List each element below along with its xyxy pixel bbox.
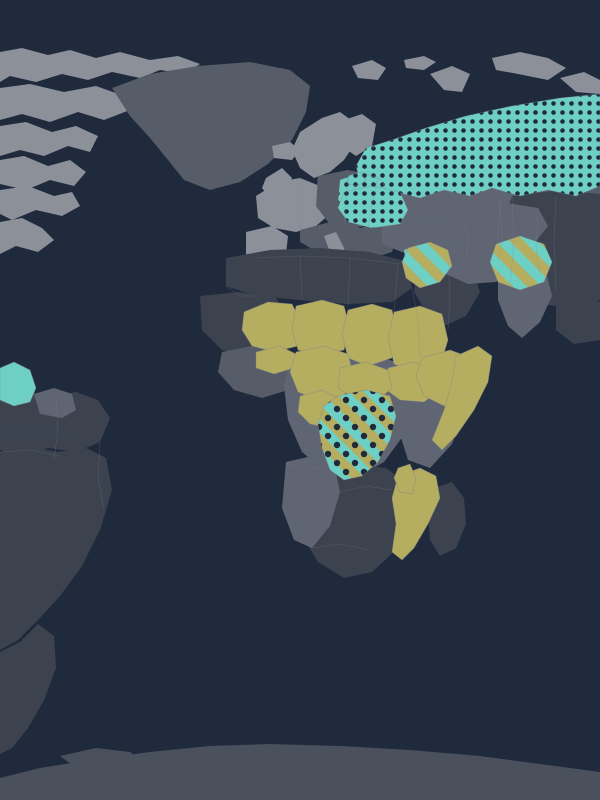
region-chad (341, 303, 399, 367)
country-borders-layer (0, 169, 557, 551)
land-canada-mass (0, 186, 80, 220)
region-afghanistan (489, 235, 553, 291)
highlight-stripes-dots-layer[interactable] (317, 389, 397, 481)
land-africa-southwest (282, 456, 340, 548)
land-samerica-south (0, 624, 56, 754)
land-baffin (0, 84, 172, 122)
land-antarctic-peninsula (60, 748, 146, 774)
land-turkey-caucasus (382, 218, 462, 256)
land-severnaya (560, 72, 600, 94)
region-iraq (401, 241, 453, 289)
landmass-layer (0, 48, 600, 800)
land-samerica-body (0, 446, 112, 650)
land-seasia (556, 294, 600, 344)
region-somalia (431, 345, 493, 451)
region-car (337, 361, 393, 401)
land-guyana-shield (34, 388, 76, 418)
land-canada-arctic (0, 48, 200, 82)
land-samerica-north (0, 392, 110, 456)
region-niger (291, 299, 351, 357)
region-malawi (393, 463, 417, 495)
land-africa-north (226, 248, 412, 304)
land-iceland (272, 142, 300, 160)
land-central-asia (456, 202, 548, 248)
region-drcongo-dots (318, 390, 396, 480)
land-antarctica (0, 744, 600, 800)
region-colombia (0, 361, 37, 407)
land-arctic-isles-ru (492, 52, 566, 80)
land-svalbard (352, 60, 386, 80)
highlight-yellow-layer[interactable] (241, 299, 493, 561)
land-scandinavia (292, 112, 356, 178)
highlight-teal-layer[interactable] (0, 361, 37, 407)
region-ukraine-belarus (337, 185, 409, 229)
land-canada-lower (0, 218, 54, 254)
land-britain (262, 168, 292, 198)
highlight-stripes-layer[interactable] (401, 235, 553, 291)
land-hudson-west (0, 122, 98, 156)
region-russia (355, 93, 600, 199)
region-russia-kaliningrad (347, 171, 367, 187)
region-mali (241, 301, 301, 353)
land-novaya-zemlya (430, 66, 470, 92)
land-greenland (112, 62, 310, 190)
land-finland-coast (344, 114, 376, 156)
land-fjl (404, 56, 436, 70)
land-canada-east (0, 156, 86, 190)
